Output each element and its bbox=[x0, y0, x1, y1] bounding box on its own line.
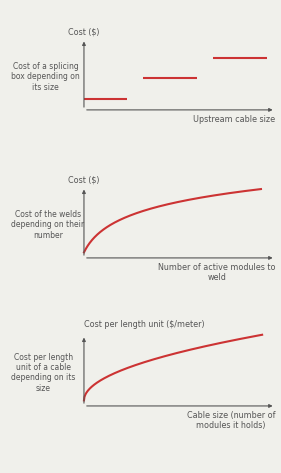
Text: Cost ($): Cost ($) bbox=[68, 27, 100, 36]
Text: Cable size (number of
modules it holds): Cable size (number of modules it holds) bbox=[187, 411, 275, 430]
Text: Cost ($): Cost ($) bbox=[68, 175, 100, 184]
Text: Cost of the welds
depending on their
number: Cost of the welds depending on their num… bbox=[11, 210, 84, 240]
Text: Cost per length
unit of a cable
depending on its
size: Cost per length unit of a cable dependin… bbox=[11, 352, 76, 393]
Text: Cost per length unit ($/meter): Cost per length unit ($/meter) bbox=[84, 320, 205, 329]
Text: Number of active modules to
weld: Number of active modules to weld bbox=[158, 263, 275, 282]
Text: Cost of a splicing
box depending on
its size: Cost of a splicing box depending on its … bbox=[11, 62, 80, 92]
Text: Upstream cable size: Upstream cable size bbox=[193, 114, 275, 123]
